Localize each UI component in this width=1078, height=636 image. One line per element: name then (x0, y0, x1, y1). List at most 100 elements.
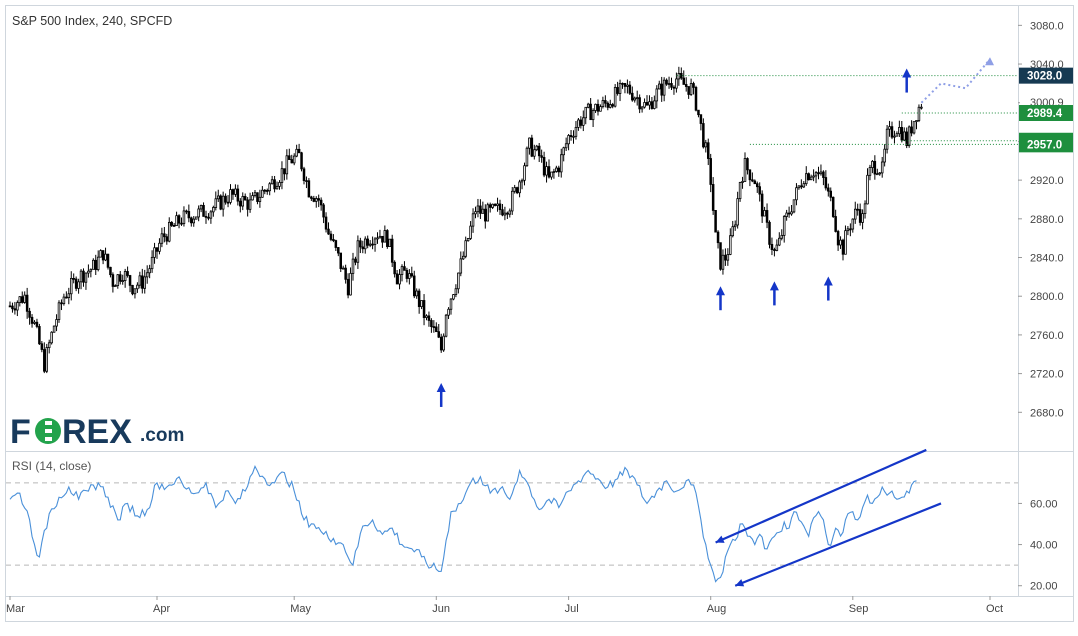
candle-body (263, 189, 267, 192)
candle-body (109, 266, 112, 276)
price-tick-label: 2800.0 (1030, 291, 1064, 303)
candle-body (256, 192, 259, 202)
candle-body (33, 321, 36, 324)
candle-body (177, 215, 181, 224)
candle-body (782, 216, 786, 236)
candle-body (337, 247, 340, 254)
candle-body (491, 203, 494, 208)
candle-body (457, 272, 460, 290)
price-tick-label: 2840.0 (1030, 253, 1064, 265)
candle-body (35, 321, 39, 327)
candle-body (753, 180, 757, 185)
candle-body (258, 196, 262, 202)
candle-body (25, 294, 29, 312)
candle-body (621, 82, 624, 85)
price-axis: 3080.03040.03000.02960.02920.02880.02840… (1018, 20, 1073, 419)
candle-body (128, 275, 132, 286)
candle-body (851, 218, 855, 230)
candle-body (792, 199, 796, 213)
candle-body (226, 201, 230, 204)
candle-body (199, 205, 203, 210)
markers (436, 68, 912, 407)
candle-body (670, 83, 673, 88)
candle-body (515, 187, 519, 194)
candle-body (307, 180, 311, 198)
candle-body (790, 211, 793, 215)
candle-body (180, 222, 183, 225)
candle-body (212, 207, 215, 213)
candle-body (432, 326, 436, 328)
candle-body (386, 230, 389, 247)
candle-body (608, 104, 612, 108)
candle-body (310, 196, 313, 199)
candle-body (665, 79, 668, 85)
candle-body (569, 135, 573, 137)
candle-body (187, 211, 191, 219)
time-tick-label: Jul (565, 603, 579, 615)
candle-body (508, 210, 512, 215)
candle-body (765, 210, 769, 223)
candle-body (270, 179, 274, 185)
candle-body (16, 302, 19, 311)
candle-body (582, 117, 585, 126)
candle-body (398, 274, 401, 285)
candle-body (40, 343, 44, 350)
candle-body (246, 199, 249, 210)
time-tick-label: Sep (849, 603, 869, 615)
candle-body (437, 331, 441, 338)
candle-body (82, 270, 85, 283)
candle-body (655, 88, 659, 102)
candle-body (209, 211, 213, 219)
candle-body (8, 305, 12, 308)
candle-body (94, 259, 98, 270)
candle-body (910, 126, 913, 134)
candle-body (344, 267, 347, 280)
candle-body (800, 185, 803, 188)
candle-body (104, 253, 107, 261)
candle-body (689, 83, 693, 95)
candle-body (278, 182, 281, 187)
candle-body (190, 217, 193, 224)
candle-body (741, 180, 744, 183)
candle-body (425, 315, 428, 318)
candle-body (435, 326, 438, 333)
candle-body (841, 239, 845, 255)
candle-body (885, 128, 889, 150)
candle-body (562, 147, 565, 156)
candle-body (69, 277, 73, 295)
candle-body (817, 172, 820, 175)
candle-body (89, 268, 93, 272)
candle-body (339, 252, 343, 269)
candle-body (275, 185, 279, 190)
candle-body (697, 109, 700, 116)
candle-body (361, 246, 365, 250)
candle-body (611, 104, 614, 107)
candle-body (878, 172, 882, 175)
candle-body (410, 273, 414, 277)
candle-body (510, 190, 514, 212)
candle-body (550, 171, 553, 178)
candle-body (787, 212, 791, 215)
candle-body (763, 210, 766, 217)
candle-body (167, 221, 171, 242)
candle-body (547, 166, 551, 178)
candle-body (567, 135, 570, 145)
candle-body (18, 296, 22, 304)
candle-body (917, 106, 921, 121)
rsi-line (9, 465, 917, 583)
candle-body (427, 315, 431, 321)
candle-body (604, 100, 607, 104)
candle-body (675, 78, 678, 89)
candle-body (839, 239, 842, 246)
candle-body (454, 288, 458, 295)
candle-body (834, 216, 837, 232)
candle-body (824, 177, 828, 189)
rsi-title: RSI (14, close) (12, 459, 92, 473)
candle-body (905, 131, 908, 147)
candle-body (67, 293, 71, 298)
candle-body (346, 278, 350, 296)
candle-body (87, 270, 90, 274)
price-tick-label: 2880.0 (1030, 214, 1064, 226)
price-tick-label: 3080.0 (1030, 20, 1064, 32)
candle-body (866, 174, 869, 205)
